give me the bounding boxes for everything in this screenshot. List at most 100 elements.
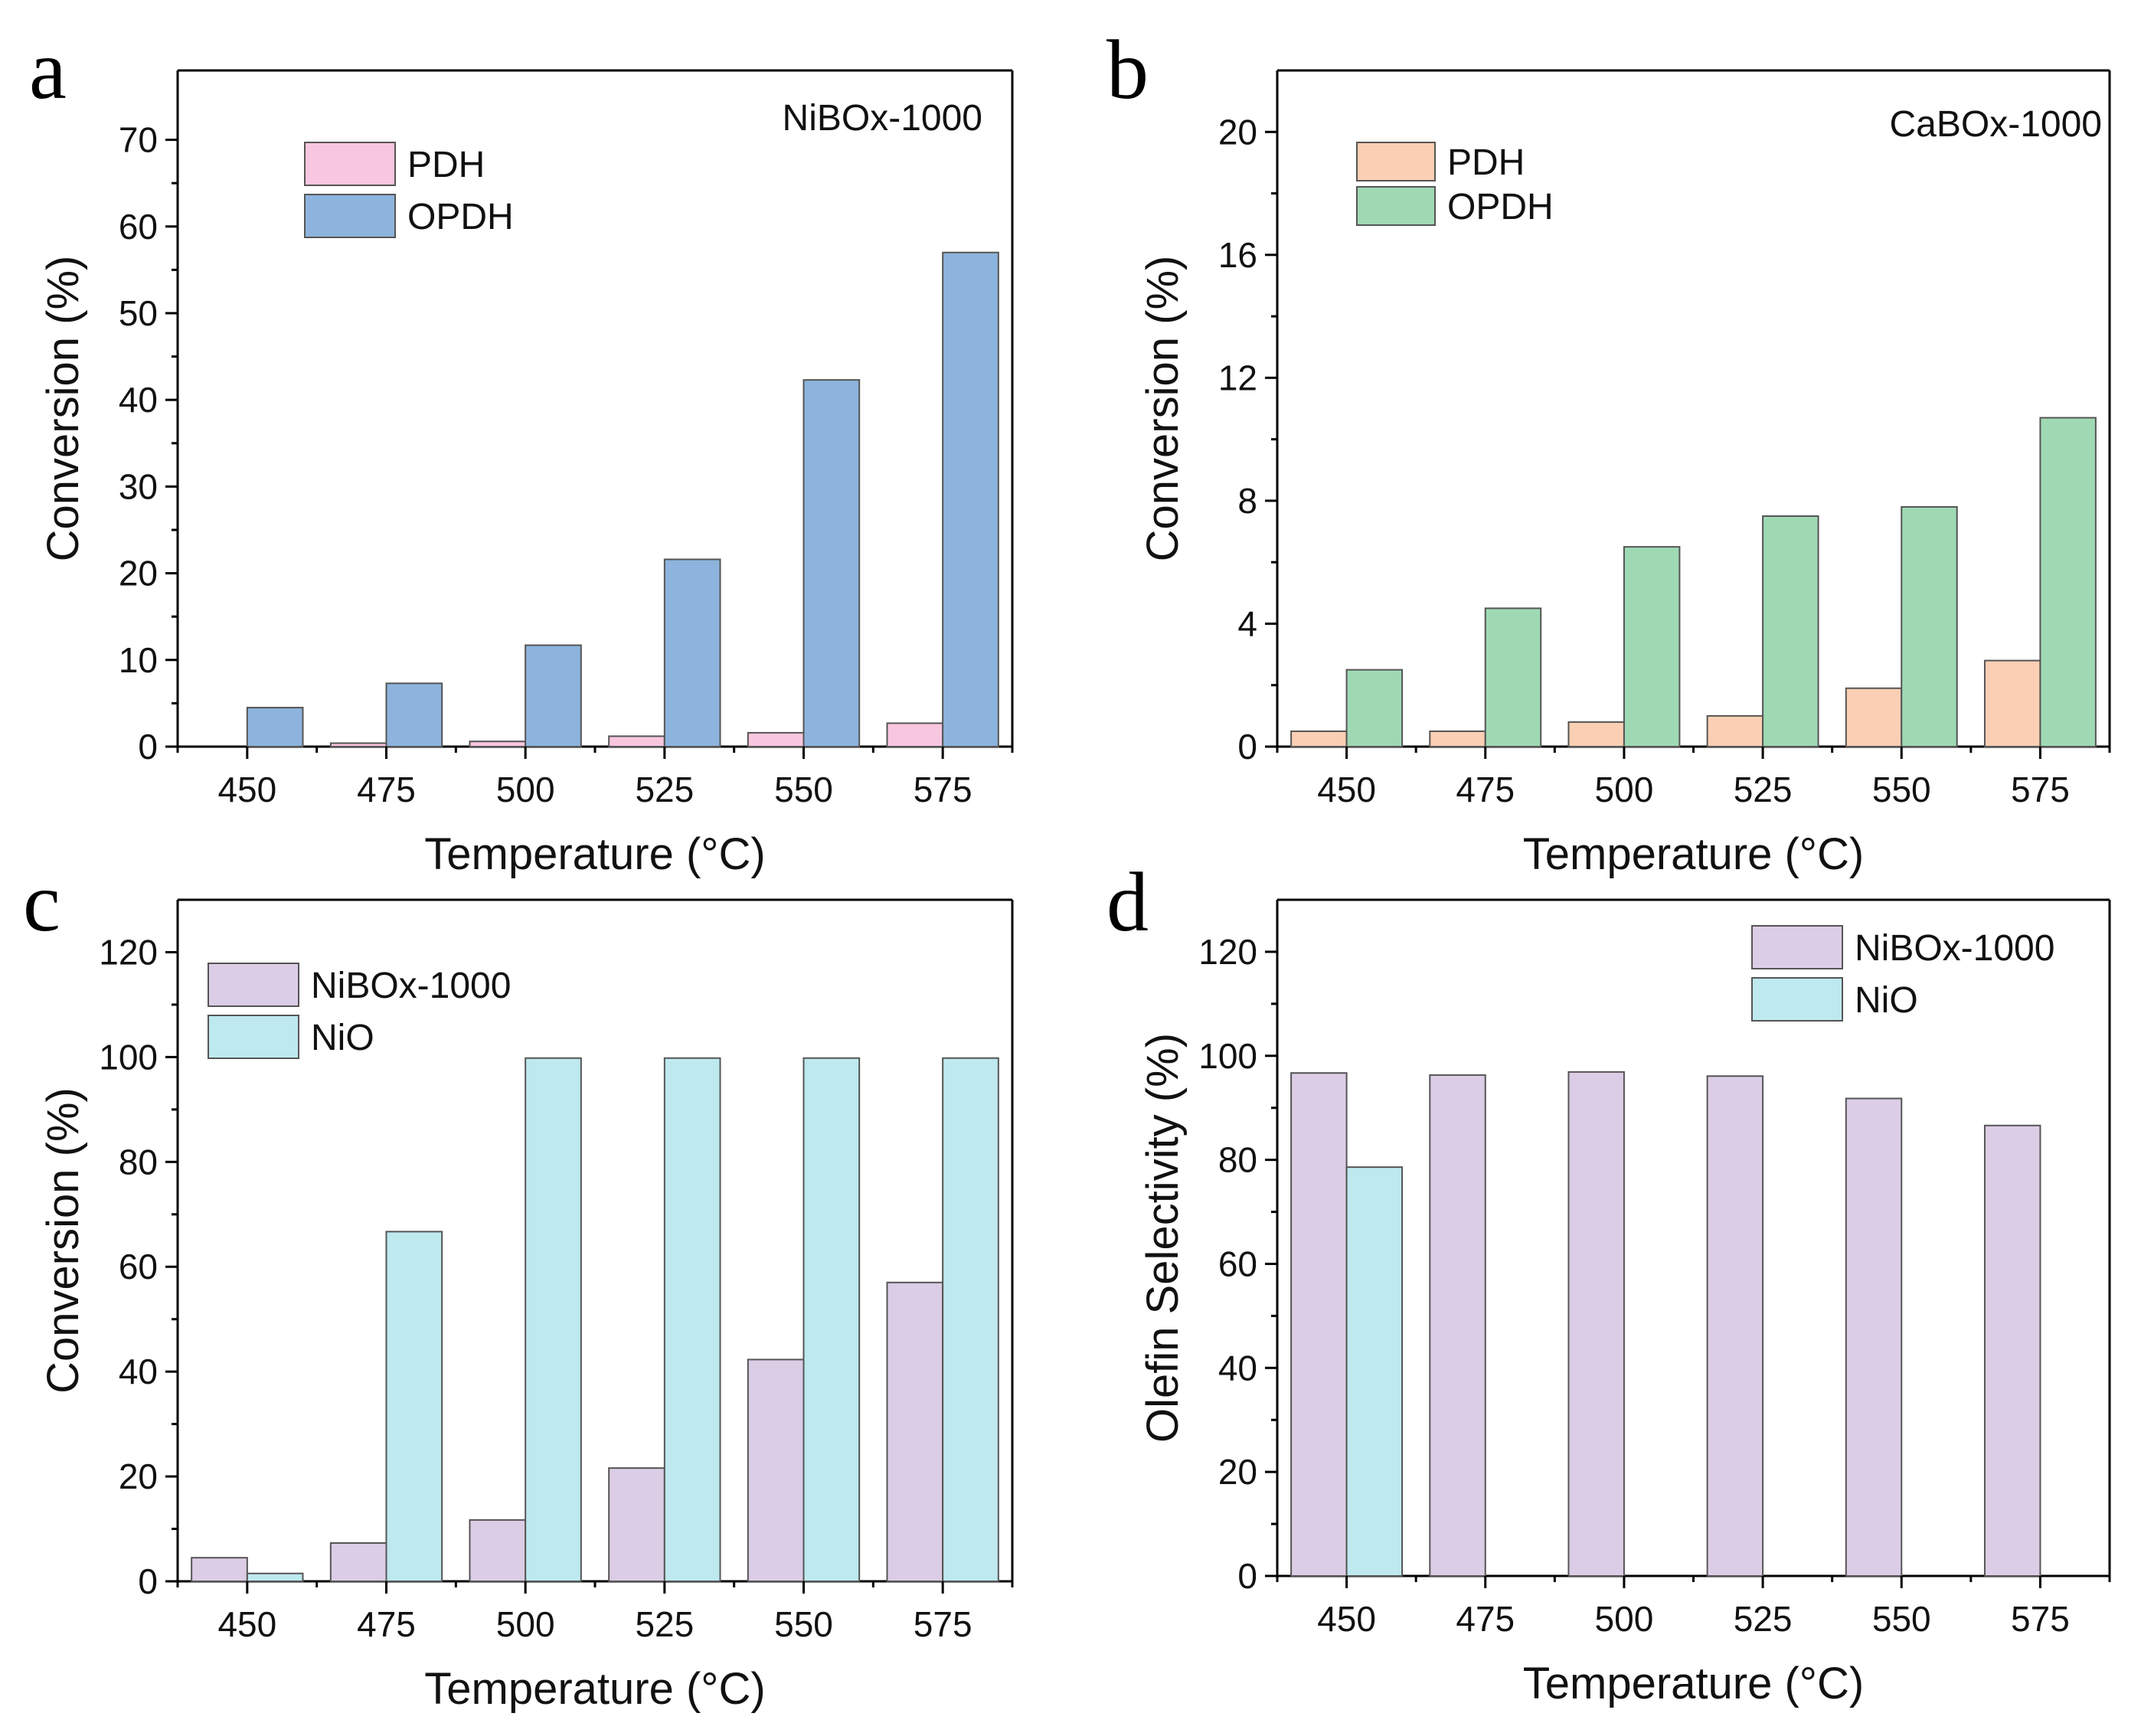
- legend-label: NiBOx-1000: [1855, 928, 2054, 969]
- bar-d-NiBOx-1000-550: [1845, 1097, 1903, 1577]
- bar-a-PDH-525: [608, 735, 665, 748]
- bar-d-NiO-450: [1345, 1166, 1404, 1577]
- y-tick-label: 80: [119, 1142, 158, 1182]
- y-tick-label: 40: [119, 1352, 158, 1391]
- y-tick-label: 20: [1218, 1452, 1257, 1492]
- y-axis-title: Conversion (%): [38, 1087, 88, 1394]
- legend-label: OPDH: [1447, 187, 1554, 227]
- bar-c-NiBOx-1000-550: [747, 1358, 805, 1583]
- legend-swatch-OPDH: [304, 194, 396, 238]
- x-axis-title: Temperature (°C): [424, 829, 765, 879]
- panel-letter-d: d: [1106, 855, 1149, 949]
- y-axis-title: Conversion (%): [1138, 256, 1188, 562]
- x-tick-label: 475: [1456, 1599, 1515, 1639]
- bar-a-OPDH-450: [246, 707, 304, 747]
- bar-c-NiBOx-1000-575: [886, 1281, 944, 1583]
- y-tick-label: 4: [1237, 603, 1257, 643]
- bar-b-OPDH-525: [1762, 515, 1819, 748]
- y-tick-label: 60: [119, 1247, 158, 1286]
- y-tick-label: 10: [119, 640, 158, 680]
- bar-b-PDH-500: [1567, 721, 1625, 748]
- bar-b-OPDH-550: [1901, 505, 1958, 747]
- legend-swatch-PDH: [304, 142, 396, 186]
- bar-a-OPDH-550: [802, 379, 861, 747]
- legend-swatch-OPDH: [1356, 186, 1436, 226]
- x-tick-label: 525: [1734, 770, 1793, 809]
- x-tick-label: 450: [1317, 1599, 1376, 1639]
- legend-swatch-NiBOx-1000: [1751, 925, 1843, 969]
- x-tick-label: 450: [217, 770, 276, 809]
- x-tick-label: 500: [1595, 770, 1654, 809]
- bar-a-PDH-550: [747, 731, 805, 748]
- x-tick-label: 500: [496, 1604, 555, 1644]
- legend-swatch-NiO: [1751, 977, 1843, 1022]
- y-tick-label: 40: [1218, 1348, 1257, 1388]
- legend-label: PDH: [407, 145, 485, 185]
- bar-b-OPDH-500: [1623, 546, 1681, 747]
- bar-c-NiBOx-1000-475: [329, 1542, 387, 1582]
- bar-b-PDH-450: [1290, 730, 1348, 748]
- bar-d-NiBOx-1000-525: [1706, 1075, 1764, 1577]
- x-tick-label: 475: [357, 770, 416, 809]
- bar-b-PDH-575: [1983, 659, 2041, 747]
- y-tick-label: 0: [1237, 727, 1257, 767]
- panel-d: d 0 20 40 60 80 100 120 450 475 500 525 550 575 Temper…: [1106, 855, 2111, 1708]
- x-tick-label: 525: [635, 770, 694, 809]
- x-tick-label: 550: [774, 1604, 833, 1644]
- y-tick-label: 0: [1237, 1556, 1257, 1596]
- y-tick-label: 8: [1237, 481, 1257, 521]
- x-tick-label: 575: [914, 1604, 972, 1644]
- bar-a-OPDH-500: [525, 644, 582, 747]
- bar-d-NiBOx-1000-575: [1983, 1124, 2041, 1577]
- bar-b-OPDH-450: [1345, 669, 1404, 748]
- legend-label: OPDH: [407, 197, 514, 237]
- y-tick-label: 0: [138, 727, 158, 767]
- y-tick-label: 0: [138, 1561, 158, 1601]
- bar-c-NiO-550: [802, 1057, 861, 1583]
- bar-c-NiBOx-1000-500: [469, 1519, 527, 1583]
- x-axis-title: Temperature (°C): [424, 1664, 765, 1714]
- y-tick-label: 70: [119, 120, 158, 160]
- legend-label: NiO: [311, 1018, 374, 1058]
- y-axis-title: Olefin Selectivity (%): [1138, 1033, 1188, 1443]
- y-tick-label: 16: [1218, 235, 1257, 275]
- bar-a-PDH-500: [469, 740, 527, 748]
- legend-label: NiBOx-1000: [311, 966, 511, 1006]
- x-tick-label: 450: [1317, 770, 1376, 809]
- y-tick-label: 80: [1218, 1140, 1257, 1180]
- x-tick-label: 575: [2011, 1599, 2070, 1639]
- y-tick-label: 120: [99, 932, 158, 972]
- x-tick-label: 550: [774, 770, 833, 809]
- bar-b-OPDH-475: [1484, 607, 1542, 747]
- bar-c-NiBOx-1000-525: [608, 1467, 665, 1582]
- bar-c-NiO-525: [663, 1057, 721, 1583]
- bar-a-PDH-475: [329, 742, 387, 748]
- x-tick-label: 475: [357, 1604, 416, 1644]
- x-axis-title: Temperature (°C): [1523, 1659, 1864, 1708]
- bar-d-NiBOx-1000-500: [1567, 1071, 1625, 1577]
- legend-swatch-NiBOx-1000: [208, 963, 299, 1007]
- bar-a-OPDH-575: [942, 251, 999, 747]
- y-tick-label: 20: [119, 1456, 158, 1496]
- x-tick-label: 450: [217, 1604, 276, 1644]
- bar-b-PDH-550: [1845, 687, 1903, 747]
- bar-d-NiBOx-1000-450: [1290, 1072, 1348, 1577]
- legend-label: PDH: [1447, 142, 1525, 183]
- bar-a-OPDH-475: [385, 682, 443, 747]
- y-tick-label: 40: [119, 380, 158, 420]
- bar-c-NiO-575: [942, 1057, 999, 1583]
- x-tick-label: 500: [1595, 1599, 1654, 1639]
- y-tick-label: 30: [119, 466, 158, 506]
- x-tick-label: 475: [1456, 770, 1515, 809]
- y-tick-label: 60: [1218, 1244, 1257, 1283]
- y-tick-label: 100: [1198, 1036, 1257, 1076]
- legend-swatch-PDH: [1356, 142, 1436, 181]
- bar-a-OPDH-525: [663, 558, 721, 747]
- bar-b-PDH-475: [1429, 730, 1486, 748]
- bar-c-NiO-450: [246, 1572, 304, 1582]
- y-axis-title: Conversion (%): [38, 256, 88, 562]
- y-tick-label: 60: [119, 207, 158, 247]
- legend-label: NiO: [1855, 980, 1918, 1021]
- x-tick-label: 525: [635, 1604, 694, 1644]
